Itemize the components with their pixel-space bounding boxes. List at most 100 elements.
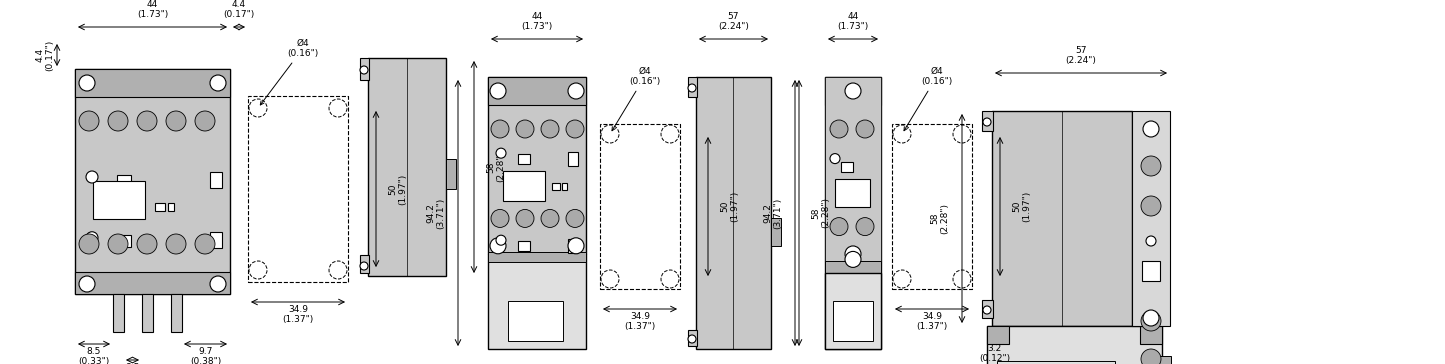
Bar xyxy=(503,171,545,201)
Circle shape xyxy=(210,75,225,91)
Circle shape xyxy=(855,120,874,138)
Circle shape xyxy=(829,120,848,138)
Text: 94.2
(3.71"): 94.2 (3.71") xyxy=(426,197,445,229)
Circle shape xyxy=(108,111,129,131)
Bar xyxy=(983,300,993,318)
Text: 8.5
(0.33"): 8.5 (0.33") xyxy=(117,363,149,364)
Circle shape xyxy=(490,238,506,254)
Bar xyxy=(113,294,124,332)
Bar xyxy=(568,239,578,253)
Circle shape xyxy=(983,118,991,126)
Bar xyxy=(488,254,587,349)
Bar xyxy=(360,58,368,80)
Circle shape xyxy=(360,262,368,270)
Bar xyxy=(987,326,1162,364)
Circle shape xyxy=(79,111,100,131)
Bar xyxy=(997,361,1116,364)
Circle shape xyxy=(137,111,158,131)
Bar xyxy=(75,69,230,294)
Circle shape xyxy=(568,83,584,99)
Circle shape xyxy=(496,148,506,158)
Bar xyxy=(832,301,873,341)
Circle shape xyxy=(491,120,509,138)
Bar xyxy=(835,179,870,207)
Circle shape xyxy=(1146,236,1156,246)
Bar xyxy=(568,151,578,166)
Bar xyxy=(993,111,1131,326)
Circle shape xyxy=(87,232,98,244)
Bar xyxy=(825,77,881,268)
Text: 4.4
(0.17"): 4.4 (0.17") xyxy=(224,0,254,19)
Text: 3.2
(0.12"): 3.2 (0.12") xyxy=(978,344,1010,363)
Bar xyxy=(517,154,530,163)
Circle shape xyxy=(845,83,861,99)
Circle shape xyxy=(490,83,506,99)
Circle shape xyxy=(601,270,618,288)
Bar xyxy=(509,301,564,341)
Circle shape xyxy=(249,99,267,117)
Text: 94.2
(3.71"): 94.2 (3.71") xyxy=(763,197,783,229)
Circle shape xyxy=(329,99,347,117)
Bar xyxy=(1142,261,1160,281)
Bar xyxy=(517,241,530,251)
Text: Ø4
(0.16"): Ø4 (0.16") xyxy=(260,39,319,105)
Bar xyxy=(688,330,696,346)
Circle shape xyxy=(210,276,225,292)
Circle shape xyxy=(540,209,559,228)
Bar xyxy=(987,326,1009,344)
Text: 44
(1.73"): 44 (1.73") xyxy=(137,0,168,19)
Circle shape xyxy=(893,125,910,143)
Bar xyxy=(368,58,447,276)
Circle shape xyxy=(540,120,559,138)
Bar xyxy=(1131,111,1170,326)
Circle shape xyxy=(845,252,861,268)
Circle shape xyxy=(1142,349,1160,364)
Bar xyxy=(772,218,780,246)
Circle shape xyxy=(954,125,971,143)
Bar xyxy=(210,171,223,187)
Circle shape xyxy=(491,209,509,228)
Bar xyxy=(117,235,131,247)
Circle shape xyxy=(1143,310,1159,326)
Text: 34.9
(1.37"): 34.9 (1.37") xyxy=(916,312,948,331)
Circle shape xyxy=(195,111,215,131)
Bar xyxy=(75,69,230,97)
Bar xyxy=(488,77,587,105)
Circle shape xyxy=(79,75,95,91)
Circle shape xyxy=(983,306,991,314)
Circle shape xyxy=(137,234,158,254)
Text: 50
(1.97"): 50 (1.97") xyxy=(1013,191,1032,222)
Circle shape xyxy=(954,270,971,288)
Circle shape xyxy=(601,125,618,143)
Circle shape xyxy=(1142,156,1160,176)
Circle shape xyxy=(660,125,679,143)
Circle shape xyxy=(1142,311,1160,331)
Circle shape xyxy=(195,234,215,254)
Bar xyxy=(1149,356,1170,364)
Circle shape xyxy=(568,238,584,254)
Bar xyxy=(825,77,881,105)
Bar xyxy=(210,232,223,248)
Bar xyxy=(488,77,587,254)
Bar xyxy=(75,272,230,294)
Bar xyxy=(168,203,173,211)
Text: 50
(1.97"): 50 (1.97") xyxy=(720,191,740,222)
Bar xyxy=(562,183,566,190)
Bar xyxy=(688,77,696,97)
Text: 58
(2.28"): 58 (2.28") xyxy=(931,203,949,234)
Bar xyxy=(825,261,881,273)
Circle shape xyxy=(360,66,368,74)
Circle shape xyxy=(1143,121,1159,137)
Bar xyxy=(117,174,131,186)
Circle shape xyxy=(566,209,584,228)
Text: Ø4
(0.16"): Ø4 (0.16") xyxy=(905,67,952,131)
Text: 4.4
(0.17"): 4.4 (0.17") xyxy=(35,39,55,71)
Text: 9.7
(0.38"): 9.7 (0.38") xyxy=(189,347,221,364)
Text: 44
(1.73"): 44 (1.73") xyxy=(837,12,868,31)
Bar xyxy=(155,203,165,211)
Text: 50
(1.97"): 50 (1.97") xyxy=(389,173,407,205)
Circle shape xyxy=(249,261,267,279)
Text: 57
(2.24"): 57 (2.24") xyxy=(1065,46,1097,65)
Bar xyxy=(249,96,348,282)
Bar xyxy=(841,162,853,172)
